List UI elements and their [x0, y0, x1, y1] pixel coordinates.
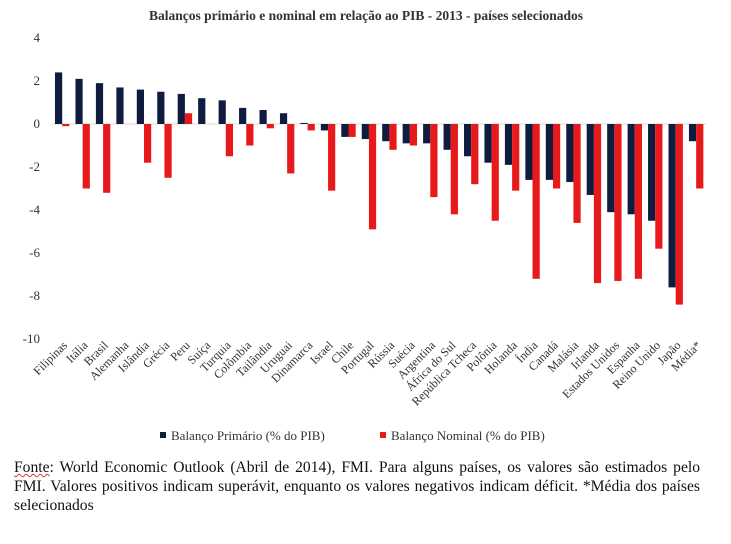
bar-primary: [136, 89, 144, 124]
bar-primary: [464, 124, 472, 157]
legend: Balanço Primário (% do PIB) Balanço Nomi…: [160, 428, 545, 443]
chart-title: Balanços primário e nominal em relação a…: [149, 8, 583, 23]
bar-primary: [177, 93, 185, 124]
bar-primary: [402, 124, 410, 144]
legend-swatch-primary: [160, 432, 166, 438]
y-tick-label: -2: [29, 159, 40, 174]
bar-primary: [586, 124, 594, 195]
bar-nominal: [532, 124, 540, 279]
bar-nominal: [430, 124, 438, 198]
bar-nominal: [164, 124, 172, 178]
bar-nominal: [62, 124, 70, 127]
bar-nominal: [450, 124, 458, 215]
bar-nominal: [614, 124, 622, 281]
bar-nominal: [634, 124, 642, 279]
chart: Balanços primário e nominal em relação a…: [23, 8, 707, 443]
bar-nominal: [368, 124, 377, 230]
y-tick-label: 0: [34, 116, 41, 131]
bar-nominal: [225, 124, 233, 157]
bar-primary: [157, 91, 165, 124]
bar-nominal: [512, 124, 520, 191]
bar-primary: [239, 107, 247, 124]
bar-nominal: [471, 124, 479, 185]
bar-primary: [341, 124, 349, 137]
bar-primary: [259, 110, 267, 124]
bar-primary: [423, 124, 431, 144]
bar-primary: [116, 87, 124, 124]
bar-primary: [75, 78, 83, 124]
bar-primary: [55, 72, 63, 124]
bar-primary: [545, 124, 553, 180]
bar-primary: [504, 124, 513, 165]
bar-nominal: [491, 124, 499, 221]
bar-primary: [443, 124, 451, 150]
y-tick-label: -6: [29, 245, 40, 260]
y-tick-label: -4: [29, 202, 40, 217]
bar-primary: [627, 124, 635, 215]
bar-nominal: [82, 124, 90, 189]
bar-nominal: [593, 124, 602, 284]
bar-primary: [198, 98, 206, 124]
bar-nominal: [287, 124, 295, 174]
bar-primary: [279, 113, 288, 124]
bar-nominal: [184, 113, 193, 124]
bar-nominal: [696, 124, 704, 189]
y-tick-label: -10: [23, 331, 40, 346]
y-tick-label: 2: [34, 73, 41, 88]
bar-primary: [218, 100, 226, 124]
bar-nominal: [573, 124, 581, 223]
bar-nominal: [389, 124, 397, 150]
bar-primary: [382, 124, 390, 142]
bar-nominal: [144, 124, 152, 163]
bar-nominal: [655, 124, 663, 249]
bar-nominal: [409, 124, 418, 146]
x-axis: FilipinasItáliaBrasilAlemanhaIslândiaGré…: [30, 338, 704, 409]
bar-nominal: [246, 124, 254, 146]
bar-primary: [688, 124, 697, 142]
legend-label-nominal: Balanço Nominal (% do PIB): [391, 428, 545, 443]
legend-label-primary: Balanço Primário (% do PIB): [171, 428, 325, 443]
bar-primary: [320, 124, 329, 131]
bar-primary: [361, 124, 369, 140]
bar-nominal: [675, 124, 683, 305]
source-text: : World Economic Outlook (Abril de 2014)…: [14, 459, 700, 514]
bar-primary: [525, 124, 533, 180]
source-label: Fonte: [14, 459, 50, 476]
bar-nominal: [553, 124, 561, 189]
bar-primary: [95, 83, 104, 124]
bar-primary: [668, 124, 676, 288]
y-axis: 4 2 0 -2 -4 -6 -8 -10: [23, 30, 41, 346]
y-tick-label: -8: [29, 288, 40, 303]
series-nominal: [62, 113, 704, 305]
bar-nominal: [307, 124, 315, 131]
bar-nominal: [348, 124, 356, 137]
bar-primary: [300, 122, 308, 124]
bar-primary: [648, 124, 656, 221]
bar-nominal: [103, 124, 111, 193]
source-note: Fonte: World Economic Outlook (Abril de …: [14, 458, 700, 515]
legend-swatch-nominal: [380, 432, 386, 438]
bar-primary: [607, 124, 615, 213]
bar-primary: [566, 124, 574, 183]
series-primary: [55, 72, 697, 288]
bar-nominal: [266, 124, 274, 129]
bar-primary: [484, 124, 492, 163]
bar-nominal: [328, 124, 336, 191]
y-tick-label: 4: [34, 30, 41, 45]
